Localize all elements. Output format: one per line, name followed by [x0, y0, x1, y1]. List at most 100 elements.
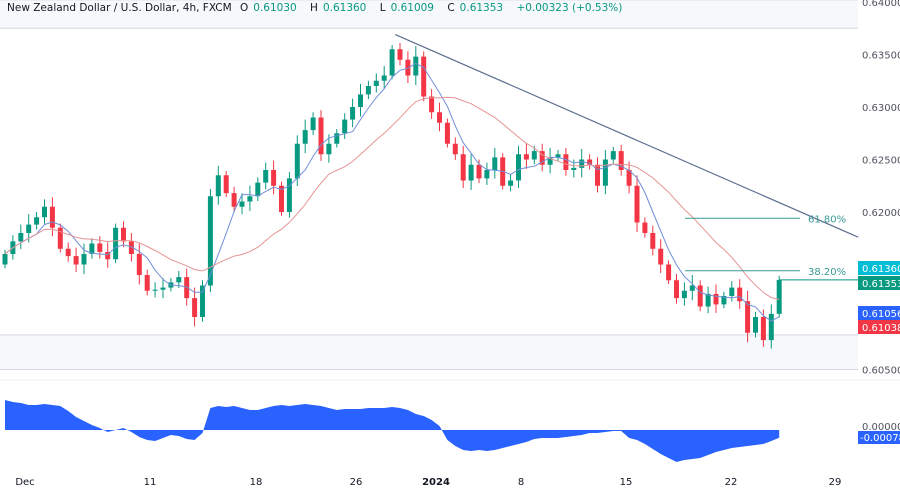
candle: [160, 278, 166, 299]
candle: [602, 150, 608, 195]
candle-body: [421, 56, 427, 97]
candle-body: [768, 313, 774, 341]
candle-body: [57, 227, 63, 249]
candle-body: [350, 107, 356, 120]
candle-body: [310, 117, 316, 131]
candle: [531, 145, 537, 165]
candle: [421, 51, 427, 102]
candle-body: [271, 170, 277, 186]
candle: [705, 286, 711, 314]
candle-body: [334, 133, 340, 144]
candle-body: [342, 119, 348, 134]
candle: [121, 221, 126, 248]
candle: [476, 159, 482, 184]
price-tag-label: 0.61353: [862, 279, 900, 290]
ohlc-open: O 0.61030: [240, 2, 297, 14]
candle-body: [745, 301, 751, 333]
candle-body: [650, 233, 656, 249]
candle-body: [602, 159, 608, 186]
candle: [460, 145, 466, 189]
candle-body: [444, 122, 450, 144]
candle-body: [318, 117, 324, 155]
candle-body: [760, 317, 766, 341]
candle-body: [666, 264, 672, 281]
candle: [618, 144, 624, 176]
candle-body: [397, 49, 403, 60]
candle: [310, 112, 316, 135]
candle-body: [160, 287, 166, 290]
candle: [326, 134, 332, 163]
candle-body: [713, 293, 719, 305]
candle-body: [105, 251, 111, 260]
candle-body: [547, 157, 553, 165]
candle: [539, 143, 545, 172]
candle-body: [610, 151, 616, 160]
candle: [523, 143, 529, 169]
candle-body: [247, 196, 253, 202]
price-tag-close: 0.61353: [858, 276, 900, 290]
candle-body: [484, 170, 490, 179]
candle-body: [263, 170, 269, 183]
candle-body: [674, 280, 679, 299]
candle-body: [49, 206, 55, 228]
candle-body: [460, 154, 466, 181]
candle: [2, 249, 8, 269]
candle: [468, 154, 474, 190]
time-axis-tick: Dec: [15, 477, 34, 488]
price-tag-slow_ma: 0.61038: [858, 320, 900, 334]
candle-body: [437, 112, 442, 123]
candle-body: [294, 143, 300, 179]
candle: [547, 147, 553, 174]
candle: [437, 102, 442, 132]
candle-body: [73, 256, 79, 265]
candle-body: [413, 56, 419, 76]
candle: [745, 290, 751, 343]
candle: [26, 214, 32, 243]
candle-body: [286, 178, 292, 212]
candle-body: [42, 206, 47, 218]
candle: [200, 280, 205, 322]
candle: [776, 275, 782, 318]
candle: [666, 260, 672, 285]
candle: [697, 280, 703, 312]
candle: [136, 243, 142, 285]
candle-body: [531, 151, 537, 160]
candle-body: [192, 298, 198, 317]
candle: [650, 225, 656, 256]
candle: [429, 89, 435, 119]
candle: [753, 311, 758, 338]
oscillator-histogram: [5, 400, 780, 462]
candle: [721, 291, 727, 309]
candle: [397, 42, 403, 66]
candle-body: [729, 287, 735, 296]
candle: [381, 66, 387, 90]
candle-body: [34, 217, 40, 225]
price-tag-bg: [858, 306, 900, 320]
candle-body: [365, 86, 371, 95]
candle: [413, 46, 419, 85]
time-axis-tick: 22: [725, 477, 738, 488]
candle-body: [18, 233, 24, 242]
candle-body: [97, 243, 103, 252]
candle: [231, 186, 237, 213]
candle: [302, 119, 308, 154]
symbol-title: New Zealand Dollar / U.S. Dollar, 4h, FX…: [7, 2, 232, 14]
range-zone: [0, 334, 858, 370]
candle-body: [239, 201, 245, 207]
candle: [626, 161, 632, 194]
candle-body: [737, 287, 743, 302]
candle: [73, 247, 79, 273]
time-axis-tick: 11: [144, 477, 157, 488]
candle: [255, 177, 261, 201]
candle: [563, 147, 569, 176]
candle-body: [523, 154, 529, 160]
price-axis-tick: 0.62500: [862, 156, 900, 167]
candle-body: [144, 275, 150, 291]
candle-body: [2, 254, 8, 265]
price-tag-bg: [858, 320, 900, 334]
ohlc-low: L 0.61009: [379, 2, 434, 14]
slow-moving-average: [4, 96, 780, 300]
chart-header: New Zealand Dollar / U.S. Dollar, 4h, FX…: [7, 2, 627, 14]
candle-body: [81, 254, 87, 265]
